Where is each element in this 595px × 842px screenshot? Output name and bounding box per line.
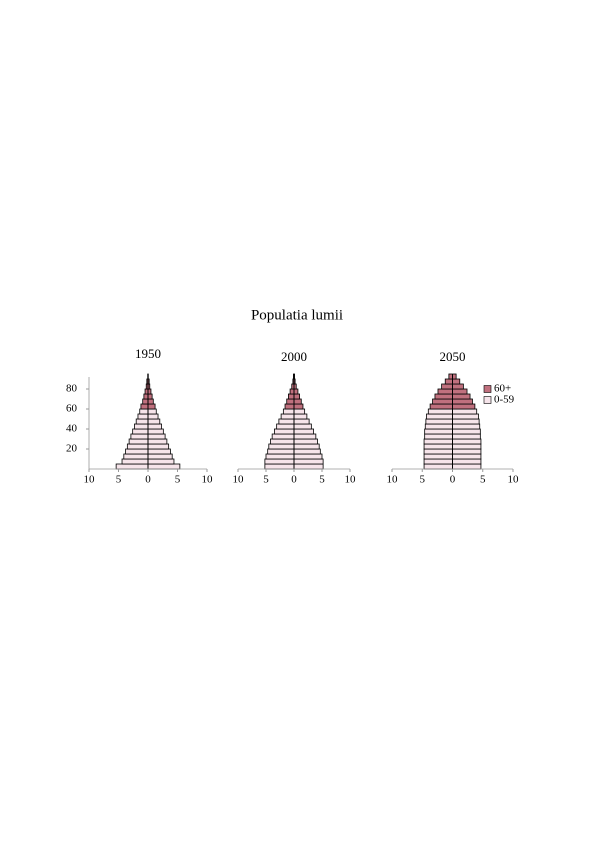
x-tick-label: 10 — [233, 474, 245, 486]
y-tick-label: 80 — [66, 383, 78, 395]
x-tick-label: 5 — [175, 474, 181, 486]
page-title: Populatia lumii — [251, 307, 343, 323]
x-tick-label: 0 — [145, 474, 151, 486]
legend-swatch — [483, 396, 492, 404]
x-tick-label: 10 — [508, 474, 520, 486]
x-tick-label: 10 — [202, 474, 214, 486]
y-tick-label: 60 — [66, 403, 78, 415]
x-tick-label: 5 — [116, 474, 122, 486]
chart-title: 2000 — [281, 349, 307, 364]
chart-title: 1950 — [135, 346, 161, 361]
x-tick-label: 5 — [420, 474, 426, 486]
x-tick-label: 5 — [319, 474, 325, 486]
x-tick-label: 10 — [345, 474, 357, 486]
x-tick-label: 10 — [84, 474, 96, 486]
legend-label: 0-59 — [494, 394, 515, 406]
legend-swatch — [483, 385, 492, 393]
chart-title: 2050 — [440, 349, 466, 364]
x-tick-label: 0 — [450, 474, 456, 486]
y-tick-label: 20 — [66, 443, 78, 455]
x-tick-label: 10 — [387, 474, 399, 486]
legend-label: 60+ — [494, 383, 511, 395]
x-tick-label: 0 — [291, 474, 297, 486]
x-tick-label: 5 — [263, 474, 269, 486]
x-tick-label: 5 — [480, 474, 486, 486]
y-tick-label: 40 — [66, 423, 78, 435]
